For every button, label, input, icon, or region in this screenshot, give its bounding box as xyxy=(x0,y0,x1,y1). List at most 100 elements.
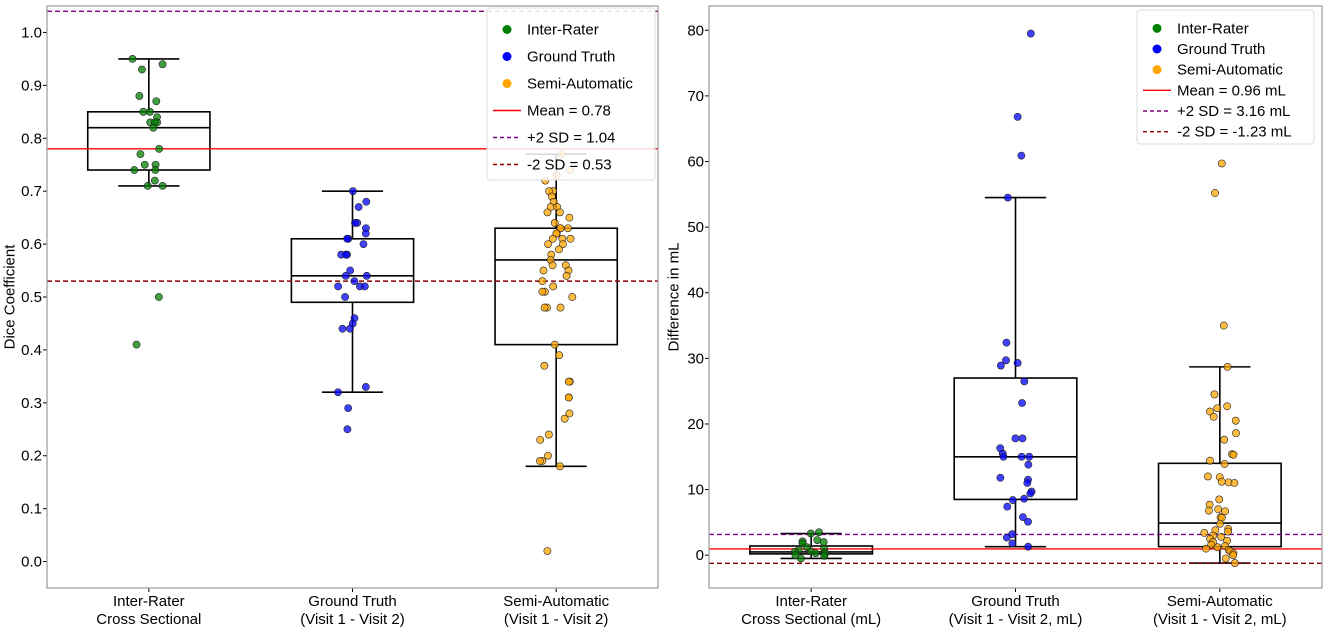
data-point xyxy=(1223,362,1232,371)
legend-marker xyxy=(502,79,512,88)
legend-label: Mean = 0.96 mL xyxy=(1177,82,1286,99)
legend-frame xyxy=(486,7,656,181)
data-point xyxy=(1002,533,1011,542)
data-point xyxy=(143,181,152,190)
data-point xyxy=(354,203,363,211)
chart-panel-1: 0.0 0.1 0.2 0.3 0.4 0.5 0.6 0.7 0.8 0.9 1.0 Dice Co… xyxy=(1,5,659,627)
legend-label: Ground Truth xyxy=(1177,41,1265,58)
data-point xyxy=(568,293,577,301)
data-point xyxy=(996,361,1005,370)
data-point xyxy=(1011,434,1020,443)
y-tick-label: 0.2 xyxy=(21,448,42,465)
data-point xyxy=(1214,505,1222,514)
data-point xyxy=(1213,404,1222,413)
data-point xyxy=(1003,193,1012,202)
data-point xyxy=(1204,472,1212,481)
y-tick-label: 0.3 xyxy=(21,395,42,412)
boxplot-ground-truth xyxy=(290,190,415,394)
data-point xyxy=(362,197,371,206)
data-point xyxy=(145,107,154,116)
chart-panel-2: 0 10 20 30 40 50 60 70 80 Difference in mL Inter-R… xyxy=(665,5,1323,627)
y-tick-label: 0.6 xyxy=(21,236,42,253)
x-tick-label: (Visit 1 - Visit 2, mL) xyxy=(1153,611,1287,627)
data-point xyxy=(1211,189,1219,197)
data-point xyxy=(155,144,164,153)
x-tick-label: Ground Truth xyxy=(308,593,396,610)
data-point xyxy=(548,234,557,243)
data-point xyxy=(338,324,347,333)
data-point xyxy=(341,271,350,280)
boxplot-ground-truth xyxy=(953,196,1078,548)
y-tick-label: 70 xyxy=(687,88,704,105)
data-point xyxy=(344,404,353,413)
data-point xyxy=(136,150,145,159)
y-tick-label: 60 xyxy=(687,154,704,171)
data-point xyxy=(128,55,137,63)
data-point xyxy=(1221,554,1230,563)
data-point xyxy=(555,208,564,217)
data-point xyxy=(1020,377,1029,386)
y-tick-label: 80 xyxy=(687,22,704,39)
data-point xyxy=(550,219,559,227)
data-point xyxy=(1213,543,1222,552)
data-point xyxy=(566,234,575,243)
data-point xyxy=(1224,527,1232,536)
data-point xyxy=(334,282,343,291)
data-point xyxy=(1026,489,1035,498)
data-point xyxy=(538,287,547,296)
legend-label: Inter-Rater xyxy=(527,22,599,39)
data-point xyxy=(1217,477,1226,486)
data-point xyxy=(1017,452,1026,461)
data-point xyxy=(1217,159,1226,168)
data-point xyxy=(540,303,549,312)
data-point xyxy=(1024,460,1033,469)
y-tick-label: 40 xyxy=(687,285,704,302)
legend-label: -2 SD = 0.53 xyxy=(527,157,612,174)
y-tick-label: 0.9 xyxy=(21,77,42,94)
data-point xyxy=(343,425,352,434)
data-point xyxy=(1231,416,1240,425)
x-tick-label: Cross Sectional xyxy=(96,611,201,627)
data-point xyxy=(1210,390,1219,399)
data-point xyxy=(538,277,547,286)
data-point xyxy=(361,383,370,391)
x-tick-label: Cross Sectional (mL) xyxy=(741,611,881,627)
data-point xyxy=(1215,495,1224,504)
data-point xyxy=(158,181,167,190)
data-point xyxy=(351,219,359,227)
data-point xyxy=(564,377,573,386)
data-point xyxy=(346,266,355,275)
data-point xyxy=(820,551,829,560)
data-point xyxy=(1217,532,1226,541)
y-tick-label: 0.5 xyxy=(21,289,42,306)
y-tick-label: 0.1 xyxy=(21,501,42,518)
y-axis-label: Dice Coefficient xyxy=(1,244,18,350)
data-point xyxy=(562,271,571,280)
data-point xyxy=(806,529,815,538)
data-point xyxy=(1008,539,1017,548)
data-point xyxy=(544,240,552,248)
data-point xyxy=(1206,456,1214,465)
data-point xyxy=(539,266,548,275)
data-point xyxy=(555,245,563,254)
data-point xyxy=(1024,517,1032,526)
axes-frame xyxy=(46,5,659,589)
legend: Inter-Rater Ground Truth Semi-Automatic Mea… xyxy=(1136,9,1315,145)
data-point xyxy=(536,457,544,465)
data-point xyxy=(140,160,149,169)
data-point xyxy=(152,97,161,106)
data-point xyxy=(556,462,564,471)
y-tick-label: 0.0 xyxy=(21,554,42,571)
data-point xyxy=(1223,402,1232,411)
data-point xyxy=(341,293,350,301)
data-point xyxy=(565,409,574,418)
data-point xyxy=(350,277,359,286)
x-tick-label: (Visit 1 - Visit 2) xyxy=(300,611,404,627)
y-tick-label: 0.4 xyxy=(21,342,42,359)
data-point xyxy=(1209,412,1218,421)
y-tick-label: 0.8 xyxy=(21,130,42,147)
data-point xyxy=(1008,496,1017,504)
x-tick-label: Semi-Automatic xyxy=(1167,593,1273,610)
data-point xyxy=(1013,112,1022,121)
data-point xyxy=(797,554,805,563)
